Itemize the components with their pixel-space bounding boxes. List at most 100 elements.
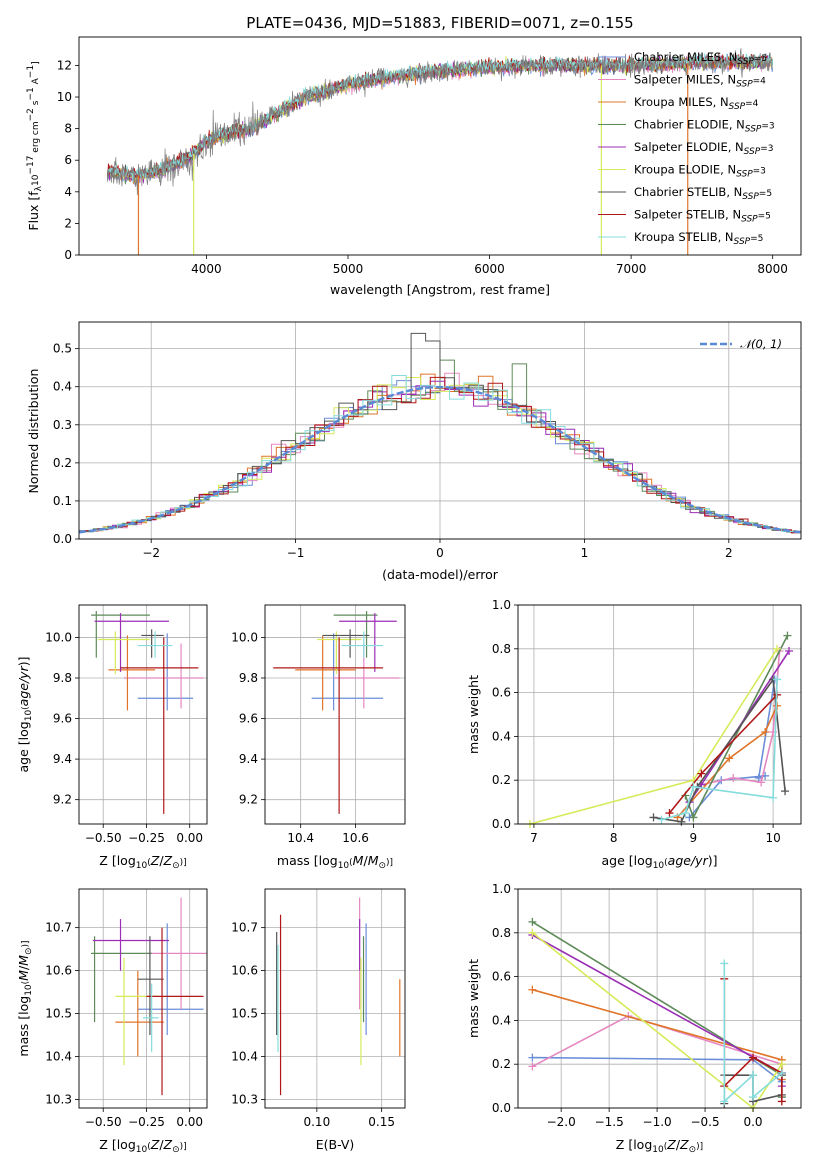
mass_weight_vs_Z-xlabel-part: / <box>676 1137 681 1152</box>
mass_vs_EBV-xlabel: E(B-V) <box>316 1137 355 1152</box>
mass_weight_vs_age-xlabel-part: 10 <box>653 861 665 871</box>
mass_weight_vs_Z-panel: −2.0 −1.5 −1.0 −0.5 0.0 0.0 0.2 0.4 0.6 0.8 1.0 Z [… <box>466 882 802 1155</box>
age_vs_mass-xlabel-part: )] <box>386 858 393 868</box>
legend-entry-part: SSP <box>736 170 753 180</box>
mass_vs_Z-ylabel-part: / <box>16 965 31 970</box>
legend-entry-part: SSP <box>745 125 762 135</box>
legend-entry-part: =5 <box>758 212 771 222</box>
y-tick-label: 10.0 <box>231 630 258 644</box>
weight-point-marker <box>657 815 666 824</box>
y-tick-label: 10.5 <box>231 1007 258 1021</box>
x-tick-label: 10.6 <box>342 831 369 845</box>
age_vs_Z-xlabel-part: ( <box>147 858 151 868</box>
mass_weight_vs_Z-ylabel: mass weight <box>466 959 481 1038</box>
weight-point-marker <box>528 1053 537 1062</box>
weight-point-marker <box>783 631 792 640</box>
age_vs_Z-xlabel-part: Z <box>163 853 173 868</box>
legend-entry-part: SSP <box>736 80 753 90</box>
age_vs_mass-xlabel-part: 10 <box>338 861 350 871</box>
mass_vs_Z-ylabel-part: M <box>16 970 31 981</box>
legend-entry: Chabrier MILES, NSSP=5 <box>634 50 767 67</box>
mass_vs_Z-ylabel-part: 10 <box>24 984 34 996</box>
x-tick-label: −1.0 <box>643 1115 672 1129</box>
y-tick-label: 1.0 <box>492 598 511 612</box>
age_vs_mass-xlabel-part: ⊙ <box>378 861 386 871</box>
mass_weight_vs_Z-xlabel-part: ⊙ <box>689 1145 697 1155</box>
spectrum-ylabel-part: −1 <box>26 65 36 78</box>
spectrum-ylabel: Flux [fλ10−17 erg cm−2 s−1 A−1] <box>26 61 44 230</box>
age_vs_mass-xlabel: mass [log10(M/M⊙)] <box>277 853 393 871</box>
y-tick-label: 0.4 <box>492 1013 511 1027</box>
y-tick-label: 10.6 <box>231 964 258 978</box>
age_vs_Z-xlabel-part: Z <box>150 853 160 868</box>
x-tick-label: 0 <box>436 546 444 560</box>
histogram-series <box>79 332 801 533</box>
y-tick-label: 0.8 <box>492 926 511 940</box>
mass_vs_Z-xlabel-part: Z [log <box>99 1137 135 1152</box>
spectrum-ylabel-part: ] <box>31 61 41 65</box>
legend-entry-part: =4 <box>753 77 767 87</box>
x-tick-label: −1.5 <box>595 1115 624 1129</box>
y-tick-label: 6 <box>64 153 72 167</box>
y-tick-label: 8 <box>64 122 72 136</box>
x-tick-label: 8 <box>610 831 618 845</box>
x-tick-label: −0.50 <box>85 1115 122 1129</box>
age_vs_Z-xlabel-part: )] <box>180 858 187 868</box>
x-tick-label: 9 <box>690 831 698 845</box>
y-tick-label: 0.5 <box>53 342 72 356</box>
y-tick-label: 4 <box>64 185 72 199</box>
legend-entry-part: SSP <box>729 102 746 112</box>
weight-series-line <box>661 679 778 821</box>
weight-point-marker <box>681 809 690 818</box>
mass_weight_vs_age-xlabel: age [log10(age/yr)] <box>602 853 718 871</box>
y-tick-label: 9.4 <box>53 752 72 766</box>
axes-frame <box>78 36 802 256</box>
spectrum-panel: 4000 5000 6000 7000 8000 0 2 4 6 8 10 12 wavelength … <box>26 36 802 297</box>
legend-entry-part: =4 <box>745 99 759 109</box>
y-tick-label: 2 <box>64 216 72 230</box>
y-tick-label: 10.3 <box>45 1092 72 1106</box>
age_vs_Z-xlabel-part: 10 <box>136 861 148 871</box>
age_vs_Z-ylabel: age [log10(age/yr)] <box>16 657 34 773</box>
weight-point-marker <box>720 959 729 968</box>
age_vs_mass-xlabel-part: mass [log <box>277 853 338 868</box>
weight-point-marker <box>697 769 706 778</box>
x-tick-label: 5000 <box>333 262 364 276</box>
age_vs_Z-xlabel-part: Z [log <box>99 853 135 868</box>
residuals-ylabel: Normed distribution <box>26 369 41 494</box>
legend-entry-part: =3 <box>761 122 774 132</box>
mass_vs_Z-ylabel: mass [log10(M/M⊙)] <box>16 940 34 1056</box>
legend-entry-part: =3 <box>760 144 773 154</box>
y-tick-label: 1.0 <box>492 882 511 896</box>
legend-entry: Salpeter MILES, NSSP=4 <box>634 73 766 90</box>
mass_weight_vs_age-xlabel-part: age/yr <box>668 853 709 868</box>
mass_weight_vs_Z-xlabel-part: Z <box>679 1137 689 1152</box>
y-tick-label: 0.0 <box>492 817 511 831</box>
legend-entry: Chabrier STELIB, NSSP=5 <box>634 185 772 202</box>
x-tick-label: 10.4 <box>287 831 314 845</box>
legend-entry-part: Kroupa STELIB, N <box>634 230 734 244</box>
mass_vs_Z-ylabel-part: mass [log <box>16 996 31 1057</box>
age_vs_Z-ylabel-part: )] <box>16 657 31 667</box>
y-tick-label: 0 <box>64 248 72 262</box>
legend-entry-part: SSP <box>734 237 751 247</box>
y-tick-label: 0.6 <box>492 970 511 984</box>
weight-point-marker <box>528 985 537 994</box>
y-tick-label: 0.6 <box>492 686 511 700</box>
axes-frame <box>78 888 208 1109</box>
spectrum-ylabel-part: s <box>31 100 41 108</box>
y-tick-label: 9.2 <box>239 793 258 807</box>
y-tick-label: 10.4 <box>45 1049 72 1063</box>
weight-point-marker <box>777 1068 786 1077</box>
y-tick-label: 0.2 <box>492 1057 511 1071</box>
legend-entry-part: Chabrier MILES, N <box>634 50 737 64</box>
mass_vs_Z-panel: −0.50 −0.25 0.00 10.3 10.4 10.5 10.6 10.7 Z [log… <box>16 888 208 1155</box>
x-tick-label: 7 <box>530 831 538 845</box>
spectrum-ylabel-part: λ <box>34 185 44 191</box>
legend-entry: 𝒩(0, 1) <box>740 337 782 351</box>
legend-entry-part: =3 <box>753 167 766 177</box>
weight-point-marker <box>773 644 782 653</box>
weight-point-marker <box>528 1062 537 1071</box>
weight-point-marker <box>725 754 734 763</box>
